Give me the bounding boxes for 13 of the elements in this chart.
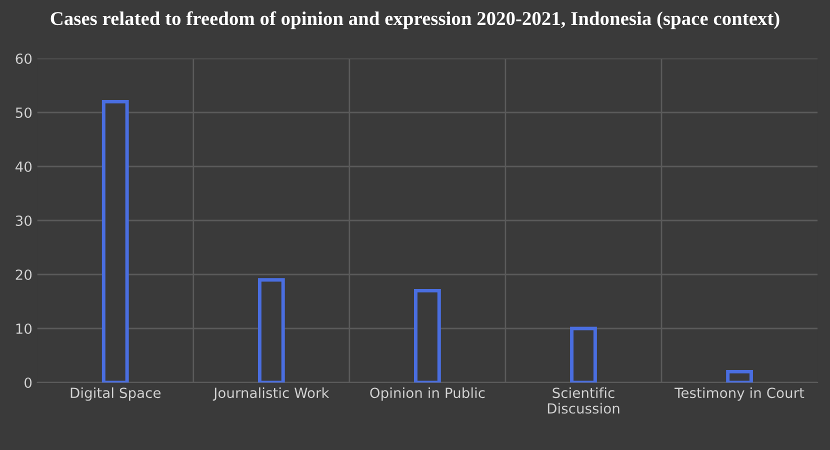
y-tick-label: 10	[16, 323, 32, 334]
y-tick-label: 0	[24, 377, 32, 388]
y-tick-label: 60	[16, 53, 32, 64]
y-tick-label: 50	[16, 107, 32, 118]
y-tick-label: 40	[15, 161, 32, 172]
x-tick-label: Digital Space	[70, 387, 161, 401]
chart-title: Cases related to freedom of opinion and expression 2020-2021, Indonesia (space context)	[50, 11, 780, 30]
x-tick-label: Opinion in Public	[370, 387, 485, 401]
y-tick-label: 20	[16, 269, 32, 280]
y-tick-label: 30	[16, 215, 32, 226]
x-tick-label: Testimony in Court	[674, 387, 804, 401]
x-tick-label: Journalistic Work	[212, 387, 330, 401]
x-tick-label: Scientific Discussion	[548, 387, 620, 414]
